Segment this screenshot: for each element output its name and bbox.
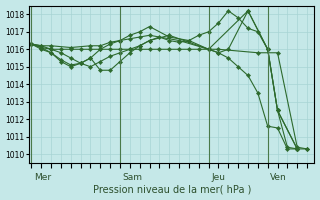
Text: Ven: Ven <box>270 173 287 182</box>
Text: Jeu: Jeu <box>211 173 225 182</box>
Text: Mer: Mer <box>34 173 51 182</box>
X-axis label: Pression niveau de la mer( hPa ): Pression niveau de la mer( hPa ) <box>92 184 251 194</box>
Text: Sam: Sam <box>123 173 142 182</box>
